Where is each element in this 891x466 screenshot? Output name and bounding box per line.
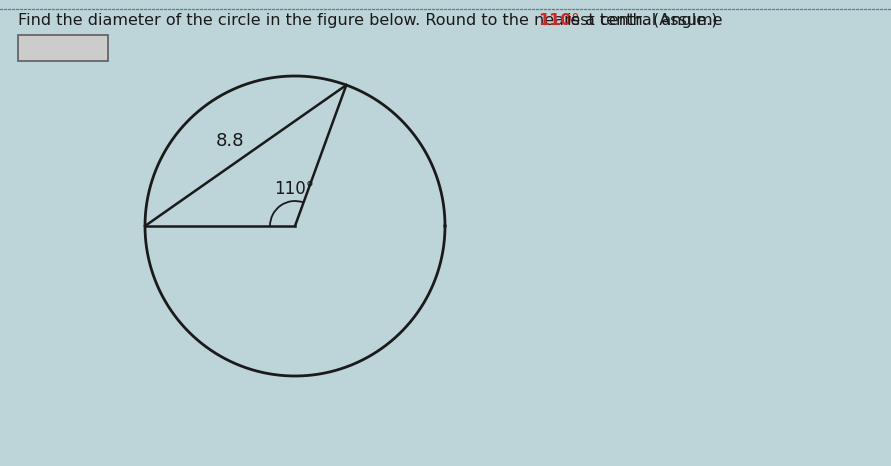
Text: 110°: 110°	[539, 13, 580, 28]
Text: 8.8: 8.8	[217, 132, 244, 150]
Text: Find the diameter of the circle in the figure below. Round to the nearest tenth.: Find the diameter of the circle in the f…	[18, 13, 728, 28]
Bar	[18, 35, 108, 61]
Text: 110°: 110°	[274, 180, 315, 198]
Text: is a central angle.): is a central angle.)	[562, 13, 717, 28]
